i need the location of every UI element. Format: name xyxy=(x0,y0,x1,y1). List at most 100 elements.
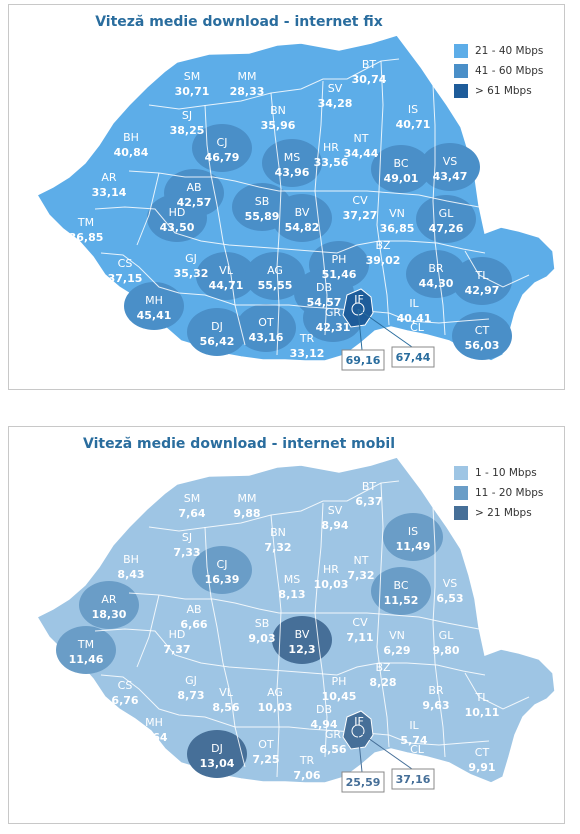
county-boundary xyxy=(314,80,328,336)
legend-swatch xyxy=(454,44,468,58)
county-code-bh: BH xyxy=(123,553,139,566)
county-region-ct xyxy=(452,312,512,360)
county-code-vl: VL xyxy=(219,264,234,277)
county-value-sv: 8,94 xyxy=(321,519,348,532)
county-code-ab: AB xyxy=(186,181,201,194)
county-value-il: 5,74 xyxy=(400,734,427,747)
county-code-ag: AG xyxy=(267,686,283,699)
county-code-nt: NT xyxy=(354,554,369,567)
county-boundary xyxy=(432,506,446,758)
county-code-vs: VS xyxy=(443,155,458,168)
county-value-cj: 46,79 xyxy=(205,151,240,164)
county-code-br: BR xyxy=(428,684,444,697)
county-code-ab: AB xyxy=(186,603,201,616)
county-code-mh: MH xyxy=(145,294,163,307)
county-code-bc: BC xyxy=(393,157,408,170)
county-value-vl: 8,56 xyxy=(212,701,239,714)
county-value-bc: 49,01 xyxy=(384,172,419,185)
county-code-hd: HD xyxy=(169,206,186,219)
county-code-ot: OT xyxy=(258,316,274,329)
map-panel-mobile-internet: Viteză medie download - internet mobil S… xyxy=(8,426,565,824)
county-value-cv: 37,27 xyxy=(343,209,378,222)
county-code-tr: TR xyxy=(299,754,315,767)
county-code-dj: DJ xyxy=(211,742,223,755)
county-code-if: IF xyxy=(354,715,364,728)
legend-item: 41 - 60 Mbps xyxy=(454,61,543,81)
map-panel-fixed-internet: Viteză medie download - internet fix SM 3… xyxy=(8,4,565,390)
county-region-bc xyxy=(371,567,431,615)
county-code-bz: BZ xyxy=(375,661,391,674)
county-code-dj: DJ xyxy=(211,320,223,333)
county-code-bh: BH xyxy=(123,131,139,144)
county-code-bt: BT xyxy=(362,480,377,493)
county-code-il: IL xyxy=(409,297,419,310)
county-code-ar: AR xyxy=(101,171,117,184)
county-code-sm: SM xyxy=(184,70,200,83)
romania-county-map: SM 7,64 MM 9,88 BT 6,37 SV 8,94 SJ 7,33 BN 7,32 IS 11… xyxy=(35,456,556,793)
callout-value-b: 37,16 xyxy=(396,773,431,786)
county-code-hd: HD xyxy=(169,628,186,641)
county-value-ct: 56,03 xyxy=(465,339,500,352)
county-code-mm: MM xyxy=(238,492,257,505)
county-code-bc: BC xyxy=(393,579,408,592)
county-code-br: BR xyxy=(428,262,444,275)
county-boundary xyxy=(128,592,480,630)
county-code-gj: GJ xyxy=(185,674,197,687)
county-code-if: IF xyxy=(354,293,364,306)
county-code-tl: TL xyxy=(475,691,490,704)
county-code-gl: GL xyxy=(439,207,455,220)
county-value-il: 40,41 xyxy=(397,312,432,325)
county-boundary xyxy=(464,672,530,710)
county-boundary xyxy=(128,170,480,208)
county-code-hr: HR xyxy=(323,141,339,154)
county-value-hr: 33,56 xyxy=(314,156,349,169)
county-value-ph: 51,46 xyxy=(322,268,357,281)
county-value-bv: 12,3 xyxy=(288,643,315,656)
county-code-bz: BZ xyxy=(375,239,391,252)
county-code-cl: CL xyxy=(410,321,425,334)
county-boundary xyxy=(314,502,328,758)
county-value-ar: 18,30 xyxy=(92,608,127,621)
county-region-gl xyxy=(416,195,476,243)
county-code-ar: AR xyxy=(101,593,117,606)
county-boundary xyxy=(270,92,282,356)
county-code-cj: CJ xyxy=(217,136,228,149)
legend-item: 1 - 10 Mbps xyxy=(454,463,543,483)
county-value-cs: 6,76 xyxy=(111,694,138,707)
county-code-bt: BT xyxy=(362,58,377,71)
legend-swatch xyxy=(454,84,468,98)
legend-swatch xyxy=(454,466,468,480)
county-value-hr: 10,03 xyxy=(314,578,349,591)
county-code-ms: MS xyxy=(284,573,300,586)
county-code-is: IS xyxy=(408,103,418,116)
county-value-gr: 6,56 xyxy=(319,743,346,756)
county-boundary xyxy=(100,674,490,746)
county-code-hr: HR xyxy=(323,563,339,576)
county-value-bz: 8,28 xyxy=(369,676,396,689)
county-value-cv: 7,11 xyxy=(346,631,373,644)
county-code-sb: SB xyxy=(255,195,270,208)
county-code-cj: CJ xyxy=(217,558,228,571)
county-value-vs: 6,53 xyxy=(436,592,463,605)
county-code-cs: CS xyxy=(118,257,133,270)
county-code-db: DB xyxy=(316,703,332,716)
county-code-ph: PH xyxy=(332,253,347,266)
callout-box xyxy=(391,346,435,368)
county-code-cl: CL xyxy=(410,743,425,756)
county-code-mm: MM xyxy=(238,70,257,83)
county-code-vn: VN xyxy=(389,207,405,220)
county-region-ot xyxy=(236,304,296,352)
county-code-vl: VL xyxy=(219,686,234,699)
legend-item: > 21 Mbps xyxy=(454,503,543,523)
county-code-tm: TM xyxy=(77,638,94,651)
county-value-bh: 8,43 xyxy=(117,568,144,581)
county-code-il: IL xyxy=(409,719,419,732)
county-code-db: DB xyxy=(316,281,332,294)
county-region-mh xyxy=(124,282,184,330)
county-value-is: 40,71 xyxy=(396,118,431,131)
county-value-db: 54,57 xyxy=(307,296,342,309)
county-code-bv: BV xyxy=(295,628,310,641)
county-code-gr: GR xyxy=(325,728,342,741)
county-region-tl xyxy=(452,257,512,305)
county-value-gl: 47,26 xyxy=(429,222,464,235)
